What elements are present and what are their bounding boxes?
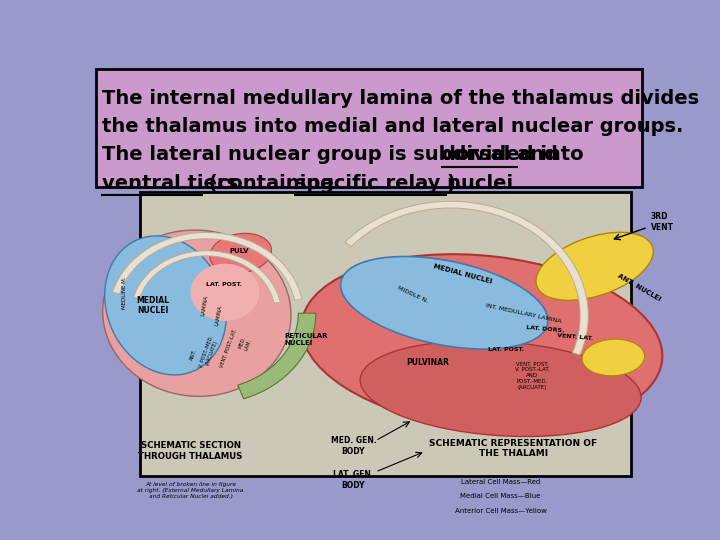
Text: (containing: (containing (202, 174, 341, 193)
Text: ventral tiers: ventral tiers (102, 174, 238, 193)
Text: The lateral nuclear group is subdivided into: The lateral nuclear group is subdivided … (102, 145, 590, 165)
Text: LAT. POST.: LAT. POST. (206, 282, 242, 287)
Text: ANT. NUCLEI: ANT. NUCLEI (616, 272, 662, 302)
Ellipse shape (360, 341, 641, 436)
Text: PULV: PULV (229, 248, 248, 254)
Text: V. POST.-MED.
(ARCUATE): V. POST.-MED. (ARCUATE) (199, 335, 220, 370)
Text: RETICULAR
NUCLEI: RETICULAR NUCLEI (284, 333, 328, 346)
Wedge shape (134, 251, 280, 303)
Text: dorsal and: dorsal and (441, 145, 557, 165)
Ellipse shape (103, 230, 291, 396)
Ellipse shape (341, 256, 548, 349)
Text: MED.
LAM.: MED. LAM. (238, 336, 252, 351)
Text: LAT. POST.: LAT. POST. (488, 347, 524, 352)
Text: PULVINAR: PULVINAR (407, 358, 449, 367)
Wedge shape (238, 313, 316, 399)
Text: MED. GEN.
BODY: MED. GEN. BODY (330, 436, 377, 456)
Ellipse shape (210, 233, 271, 273)
Text: MEDIAL
NUCLEI: MEDIAL NUCLEI (137, 296, 169, 315)
Text: VENT. LAT.: VENT. LAT. (557, 333, 593, 341)
Text: INT. MEDULLARY LAMINA: INT. MEDULLARY LAMINA (485, 303, 562, 323)
Text: MEDLINE M.: MEDLINE M. (122, 276, 127, 309)
Text: LAMINA: LAMINA (215, 305, 223, 327)
Text: LAT. GEN.
BODY: LAT. GEN. BODY (333, 470, 374, 490)
Text: Medial Cell Mass—Blue: Medial Cell Mass—Blue (460, 494, 541, 500)
Text: Anterior Cell Mass—Yellow: Anterior Cell Mass—Yellow (454, 508, 546, 514)
Text: MIDDLE N.: MIDDLE N. (397, 286, 429, 304)
Text: SCHEMATIC REPRESENTATION OF
THE THALAMI: SCHEMATIC REPRESENTATION OF THE THALAMI (429, 439, 597, 458)
Text: LAT. DORS.: LAT. DORS. (526, 325, 564, 333)
Text: At level of broken line in figure
at right. (External Medullary Lamina
and Retic: At level of broken line in figure at rig… (138, 482, 244, 498)
Ellipse shape (536, 232, 653, 300)
Text: specific relay nuclei: specific relay nuclei (295, 174, 513, 193)
Ellipse shape (104, 236, 226, 375)
Wedge shape (345, 201, 588, 355)
Text: SCHEMATIC SECTION
THROUGH THALAMUS: SCHEMATIC SECTION THROUGH THALAMUS (138, 442, 243, 461)
Ellipse shape (582, 339, 644, 376)
Text: 3RD
VENT: 3RD VENT (651, 212, 674, 232)
Text: VENT. POST.
V. POST.-LAT.
AND
POST.-MED.
(ARCUATE): VENT. POST. V. POST.-LAT. AND POST.-MED.… (515, 362, 549, 390)
Text: ).: ). (446, 174, 462, 193)
Text: the thalamus into medial and lateral nuclear groups.: the thalamus into medial and lateral nuc… (102, 117, 684, 136)
Text: The internal medullary lamina of the thalamus divides: The internal medullary lamina of the tha… (102, 89, 699, 108)
FancyBboxPatch shape (96, 69, 642, 187)
FancyBboxPatch shape (140, 192, 631, 476)
Ellipse shape (302, 254, 662, 429)
Text: VENT. POST.-LAT.: VENT. POST.-LAT. (219, 329, 238, 369)
Text: MEDIAL NUCLEI: MEDIAL NUCLEI (433, 264, 493, 285)
Wedge shape (112, 233, 302, 300)
Text: LAMINA: LAMINA (201, 295, 210, 316)
Ellipse shape (191, 264, 259, 321)
Text: ANT.: ANT. (189, 348, 198, 361)
Text: Lateral Cell Mass—Red: Lateral Cell Mass—Red (461, 480, 540, 485)
